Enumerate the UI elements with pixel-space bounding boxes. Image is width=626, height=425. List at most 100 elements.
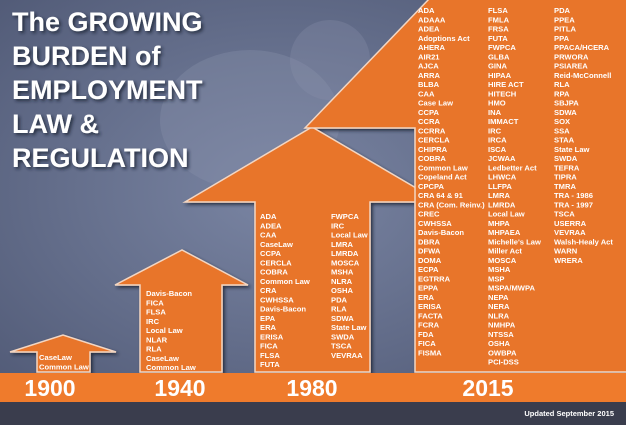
law-item: USERRA (554, 219, 587, 228)
era-year: 1940 (154, 375, 205, 401)
law-item: MOSCA (331, 258, 360, 267)
law-item: State Law (331, 323, 367, 332)
law-item: FLSA (260, 351, 280, 360)
law-item: TMRA (554, 182, 576, 191)
era-year: 1900 (24, 375, 75, 401)
law-item: Common Law (39, 362, 89, 371)
law-item: IRC (146, 317, 160, 326)
law-item: TSCA (554, 210, 575, 219)
law-item: FWPCA (488, 43, 516, 52)
law-item: MSHA (488, 265, 511, 274)
law-item: JCWAA (488, 154, 516, 163)
law-item: PDA (331, 295, 348, 304)
law-item: MHPAEA (488, 228, 521, 237)
title-line: BURDEN of (12, 41, 161, 71)
law-item: PPA (554, 34, 570, 43)
law-item: STAA (554, 136, 575, 145)
law-item: CRA 64 & 91 (418, 191, 464, 200)
law-item: CWHSSA (418, 219, 452, 228)
law-item: Reid-McConnell (554, 71, 611, 80)
law-item: Copeland Act (418, 173, 467, 182)
law-item: MSPA/MWPA (488, 284, 535, 293)
law-item: Common Law (418, 163, 468, 172)
law-item: CCRA (418, 117, 440, 126)
law-item: CERCLA (260, 258, 292, 267)
law-item: FUTA (488, 34, 508, 43)
law-item: FDA (418, 330, 434, 339)
law-item: CCPA (260, 249, 281, 258)
law-item: FISMA (418, 348, 442, 357)
title-line: REGULATION (12, 143, 189, 173)
law-item: MOSCA (488, 256, 517, 265)
law-item: Case Law (418, 99, 453, 108)
arrow-1900 (9, 334, 117, 373)
law-item: MHPA (488, 219, 510, 228)
title: The GROWING BURDEN of EMPLOYMENT LAW & REGUL… (12, 7, 203, 173)
law-item: FICA (260, 342, 278, 351)
law-item: HIPAA (488, 71, 512, 80)
law-item: CRA (260, 286, 277, 295)
law-item: NMHPA (488, 321, 516, 330)
law-item: FUTA (260, 360, 280, 369)
law-item: HIRE ACT (488, 80, 524, 89)
law-item: CRA (Com. Reinv.) (418, 200, 485, 209)
law-item: ADA (260, 212, 277, 221)
law-item: ADA (418, 6, 435, 15)
law-item: LMRDA (488, 200, 516, 209)
law-item: PCI-DSS (488, 358, 519, 367)
law-item: CAA (260, 231, 277, 240)
law-item: Davis-Bacon (260, 305, 306, 314)
law-item: FCRA (418, 321, 440, 330)
law-item: Local Law (331, 231, 368, 240)
law-item: PDA (554, 6, 571, 15)
law-item: ADAAA (418, 15, 446, 24)
law-item: GLBA (488, 52, 510, 61)
law-item: RLA (554, 80, 570, 89)
law-item: COBRA (260, 268, 288, 277)
law-item: INA (488, 108, 502, 117)
law-item: FACTA (418, 311, 443, 320)
law-item: NEPA (488, 293, 509, 302)
law-item: NLRA (488, 311, 510, 320)
law-item: IRC (331, 221, 345, 230)
law-item: CaseLaw (260, 240, 293, 249)
law-item: FICA (418, 339, 436, 348)
law-item: ERA (418, 293, 435, 302)
law-item: AJCA (418, 62, 439, 71)
law-item: WARN (554, 247, 577, 256)
law-item: TSCA (331, 342, 352, 351)
law-item: ADEA (418, 25, 440, 34)
law-item: NLAR (146, 335, 168, 344)
law-item: CPCPA (418, 182, 445, 191)
law-item: FICA (146, 298, 164, 307)
law-item: TIPRA (554, 173, 577, 182)
law-item: HITECH (488, 89, 516, 98)
title-line: The GROWING (12, 7, 203, 37)
law-item: ISCA (488, 145, 507, 154)
law-item: DOMA (418, 256, 442, 265)
law-item: SWDA (331, 332, 355, 341)
era-year: 2015 (462, 375, 513, 401)
law-item: Local Law (488, 210, 525, 219)
law-item: MSHA (331, 268, 354, 277)
arrow-1940 (114, 249, 249, 373)
law-item: SOX (554, 117, 570, 126)
law-item: CaseLaw (146, 354, 179, 363)
law-item: SDWA (554, 108, 577, 117)
law-item: Common Law (260, 277, 310, 286)
law-item: COBRA (418, 154, 446, 163)
law-item: HMO (488, 99, 506, 108)
law-item: Davis-Bacon (146, 289, 192, 298)
law-item: OWBPA (488, 348, 517, 357)
law-item: CaseLaw (39, 353, 72, 362)
law-item: Local Law (146, 326, 183, 335)
updated-note: Updated September 2015 (524, 409, 614, 418)
law-item: PSIAREA (554, 62, 588, 71)
law-item: VEVRAA (331, 351, 363, 360)
law-item: AHERA (418, 43, 446, 52)
law-item: IMMACT (488, 117, 519, 126)
law-item: OSHA (331, 286, 353, 295)
law-item: PPACA/HCERA (554, 43, 610, 52)
law-item: FLSA (488, 6, 508, 15)
